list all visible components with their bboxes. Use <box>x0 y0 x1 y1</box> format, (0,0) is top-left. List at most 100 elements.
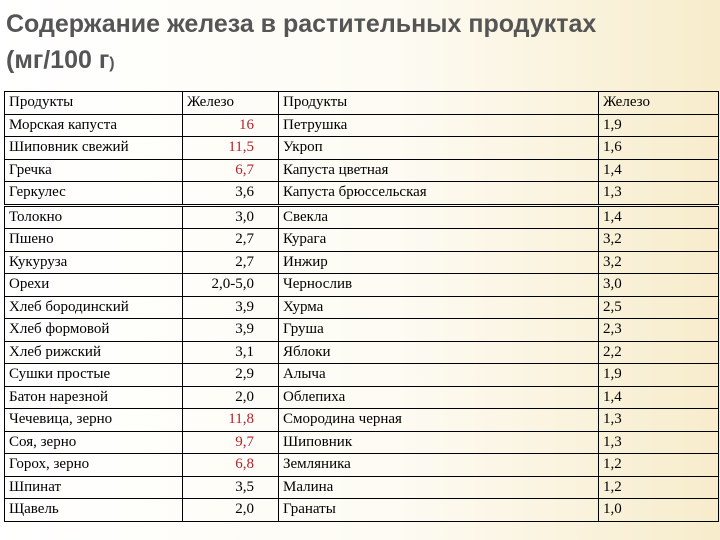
product-cell: Соя, зерно <box>4 430 183 454</box>
table-row: Соя, зерно 9,7 Шиповник 1,3 <box>4 430 719 454</box>
iron-value-cell: 1,9 <box>598 113 719 137</box>
product-cell: Гречка <box>4 158 183 182</box>
product-cell: Толокно <box>4 203 183 229</box>
iron-value-cell: 1,9 <box>598 363 719 387</box>
iron-value-cell: 6,7 <box>182 158 279 182</box>
iron-value-cell: 1,4 <box>598 158 719 182</box>
product-cell: Орехи <box>4 273 183 297</box>
table-row: Шиповник свежий 11,5 Укроп 1,6 <box>4 136 719 160</box>
table-row: Толокно 3,0 Свекла 1,4 <box>4 203 719 229</box>
iron-value-cell: 2,0 <box>182 498 279 522</box>
table-row: Батон нарезной 2,0 Облепиха 1,4 <box>4 385 719 409</box>
table-row: Щавель 2,0 Гранаты 1,0 <box>4 498 719 522</box>
product-cell: Земляника <box>278 453 599 477</box>
iron-value-cell: 1,0 <box>598 498 719 522</box>
table-row: Гречка 6,7 Капуста цветная 1,4 <box>4 158 719 182</box>
iron-value-cell: 2,0-5,0 <box>182 273 279 297</box>
iron-value-cell: 1,4 <box>598 385 719 409</box>
iron-value-cell: 2,3 <box>598 318 719 342</box>
product-cell: Свекла <box>278 203 599 229</box>
product-cell: Груша <box>278 318 599 342</box>
header-iron-1: Железо <box>182 91 279 115</box>
iron-value-cell: 3,1 <box>182 340 279 364</box>
iron-value-cell: 1,3 <box>598 181 719 206</box>
title-line-2: (мг/100 г) <box>6 42 706 82</box>
product-cell: Капуста брюссельская <box>278 181 599 206</box>
iron-value-cell: 1,2 <box>598 453 719 477</box>
product-cell: Кукуруза <box>4 250 183 274</box>
iron-content-table: Продукты Железо Продукты Железо Морская … <box>4 91 719 522</box>
product-cell: Пшено <box>4 228 183 252</box>
iron-value-cell: 3,0 <box>182 203 279 229</box>
product-cell: Смородина черная <box>278 408 599 432</box>
product-cell: Хлеб бородинский <box>4 295 183 319</box>
table-row: Чечевица, зерно 11,8 Смородина черная 1,3 <box>4 408 719 432</box>
table-row: Хлеб формовой 3,9 Груша 2,3 <box>4 318 719 342</box>
iron-value-cell: 3,9 <box>182 295 279 319</box>
product-cell: Гранаты <box>278 498 599 522</box>
iron-value-cell: 3,2 <box>598 250 719 274</box>
product-cell: Алыча <box>278 363 599 387</box>
iron-value-cell: 3,6 <box>182 181 279 206</box>
page-title: Содержание железа в растительных продукт… <box>6 6 706 82</box>
table-row: Кукуруза 2,7 Инжир 3,2 <box>4 250 719 274</box>
product-cell: Батон нарезной <box>4 385 183 409</box>
table-row: Пшено 2,7 Курага 3,2 <box>4 228 719 252</box>
iron-value-cell: 2,2 <box>598 340 719 364</box>
table-row: Хлеб рижский 3,1 Яблоки 2,2 <box>4 340 719 364</box>
product-cell: Капуста цветная <box>278 158 599 182</box>
product-cell: Шиповник <box>278 430 599 454</box>
table-header-row: Продукты Железо Продукты Железо <box>4 91 719 115</box>
table-row: Морская капуста 16 Петрушка 1,9 <box>4 113 719 137</box>
product-cell: Малина <box>278 475 599 499</box>
title-line-1: Содержание железа в растительных продукт… <box>6 10 597 38</box>
iron-value-cell: 2,0 <box>182 385 279 409</box>
product-cell: Сушки простые <box>4 363 183 387</box>
product-cell: Морская капуста <box>4 113 183 137</box>
iron-value-cell: 11,5 <box>182 136 279 160</box>
title-paren: ) <box>109 55 115 72</box>
iron-value-cell: 1,4 <box>598 203 719 229</box>
iron-value-cell: 6,8 <box>182 453 279 477</box>
product-cell: Хурма <box>278 295 599 319</box>
product-cell: Щавель <box>4 498 183 522</box>
product-cell: Шиповник свежий <box>4 136 183 160</box>
iron-value-cell: 1,6 <box>598 136 719 160</box>
product-cell: Инжир <box>278 250 599 274</box>
iron-value-cell: 1,3 <box>598 430 719 454</box>
iron-value-cell: 1,2 <box>598 475 719 499</box>
product-cell: Горох, зерно <box>4 453 183 477</box>
product-cell: Петрушка <box>278 113 599 137</box>
product-cell: Хлеб формовой <box>4 318 183 342</box>
iron-value-cell: 2,7 <box>182 250 279 274</box>
iron-value-cell: 2,7 <box>182 228 279 252</box>
table-row: Шпинат 3,5 Малина 1,2 <box>4 475 719 499</box>
product-cell: Чернослив <box>278 273 599 297</box>
iron-value-cell: 2,9 <box>182 363 279 387</box>
header-iron-2: Железо <box>598 91 719 115</box>
title-unit: (мг/100 г <box>6 46 110 74</box>
header-products-1: Продукты <box>4 91 183 115</box>
product-cell: Укроп <box>278 136 599 160</box>
table-row: Горох, зерно 6,8 Земляника 1,2 <box>4 453 719 477</box>
product-cell: Геркулес <box>4 181 183 206</box>
iron-value-cell: 2,5 <box>598 295 719 319</box>
iron-value-cell: 16 <box>182 113 279 137</box>
table-row: Геркулес 3,6 Капуста брюссельская 1,3 <box>4 181 719 206</box>
iron-value-cell: 3,9 <box>182 318 279 342</box>
product-cell: Яблоки <box>278 340 599 364</box>
iron-value-cell: 1,3 <box>598 408 719 432</box>
iron-value-cell: 3,5 <box>182 475 279 499</box>
header-products-2: Продукты <box>278 91 599 115</box>
product-cell: Курага <box>278 228 599 252</box>
product-cell: Хлеб рижский <box>4 340 183 364</box>
table-row: Хлеб бородинский 3,9 Хурма 2,5 <box>4 295 719 319</box>
iron-value-cell: 3,0 <box>598 273 719 297</box>
iron-value-cell: 3,2 <box>598 228 719 252</box>
table-row: Орехи 2,0-5,0 Чернослив 3,0 <box>4 273 719 297</box>
iron-value-cell: 9,7 <box>182 430 279 454</box>
product-cell: Шпинат <box>4 475 183 499</box>
iron-value-cell: 11,8 <box>182 408 279 432</box>
product-cell: Чечевица, зерно <box>4 408 183 432</box>
product-cell: Облепиха <box>278 385 599 409</box>
